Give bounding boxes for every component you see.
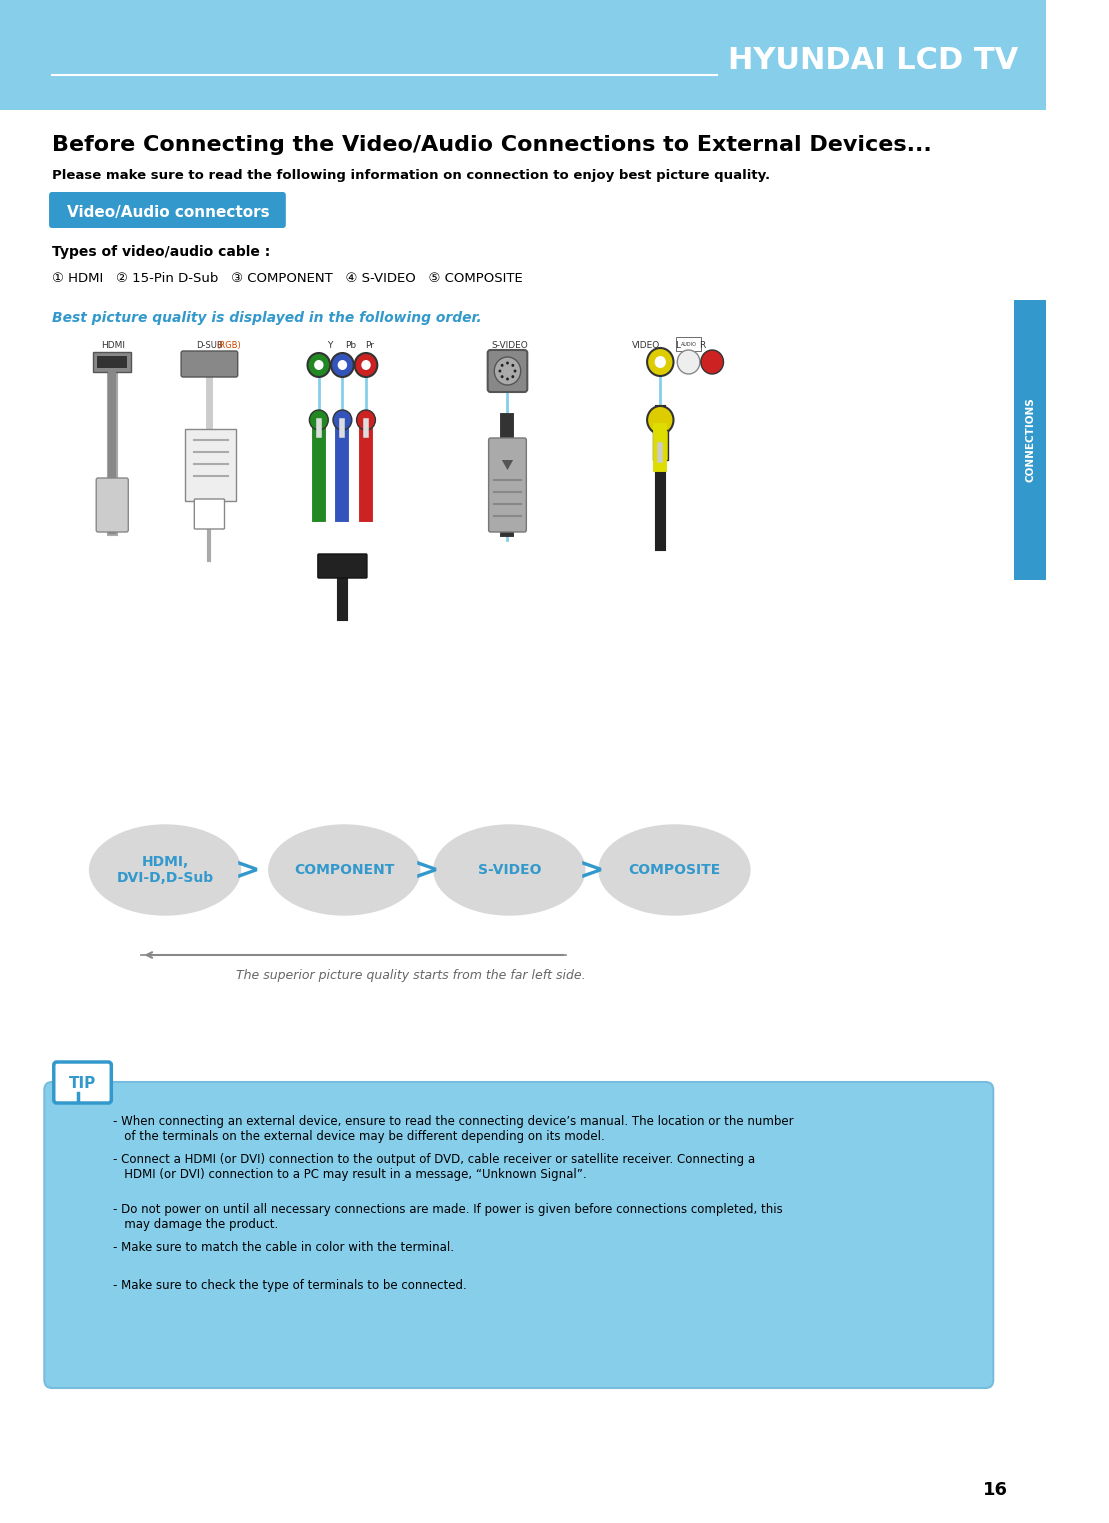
FancyBboxPatch shape <box>488 350 527 391</box>
Text: R: R <box>699 341 705 349</box>
Circle shape <box>501 375 503 378</box>
FancyBboxPatch shape <box>44 1081 994 1387</box>
FancyBboxPatch shape <box>489 439 527 532</box>
Circle shape <box>332 353 354 378</box>
FancyBboxPatch shape <box>1014 300 1046 580</box>
Circle shape <box>511 375 515 378</box>
Text: HYUNDAI LCD TV: HYUNDAI LCD TV <box>729 46 1019 75</box>
Text: - When connecting an external device, ensure to read the connecting device’s man: - When connecting an external device, en… <box>113 1115 794 1142</box>
FancyBboxPatch shape <box>185 429 236 501</box>
FancyBboxPatch shape <box>181 350 237 378</box>
Text: Please make sure to read the following information on connection to enjoy best p: Please make sure to read the following i… <box>52 169 770 181</box>
Circle shape <box>678 350 700 375</box>
Text: COMPOSITE: COMPOSITE <box>629 864 721 877</box>
Circle shape <box>499 370 501 373</box>
FancyBboxPatch shape <box>93 352 131 372</box>
FancyBboxPatch shape <box>653 429 668 460</box>
Text: Types of video/audio cable :: Types of video/audio cable : <box>52 245 271 259</box>
Text: S-VIDEO: S-VIDEO <box>491 341 528 349</box>
Text: AUDIO: AUDIO <box>681 341 696 347</box>
Text: Video/Audio connectors: Video/Audio connectors <box>67 204 269 219</box>
Ellipse shape <box>434 825 584 915</box>
Text: COMPONENT: COMPONENT <box>294 864 395 877</box>
Ellipse shape <box>90 825 241 915</box>
Circle shape <box>357 410 376 429</box>
Text: HDMI,
DVI-D,D-Sub: HDMI, DVI-D,D-Sub <box>116 854 214 885</box>
FancyBboxPatch shape <box>98 356 128 369</box>
Text: Best picture quality is displayed in the following order.: Best picture quality is displayed in the… <box>52 311 481 324</box>
FancyBboxPatch shape <box>96 478 129 532</box>
Circle shape <box>701 350 723 375</box>
Circle shape <box>495 356 521 385</box>
FancyBboxPatch shape <box>194 500 224 528</box>
Text: S-VIDEO: S-VIDEO <box>478 864 541 877</box>
Text: Before Connecting the Video/Audio Connections to External Devices...: Before Connecting the Video/Audio Connec… <box>52 136 932 155</box>
Circle shape <box>355 353 377 378</box>
Text: Y: Y <box>327 341 333 349</box>
Circle shape <box>647 347 673 376</box>
FancyBboxPatch shape <box>0 0 1046 110</box>
Text: VIDEO: VIDEO <box>632 341 660 349</box>
Text: - Do not power on until all necessary connections are made. If power is given be: - Do not power on until all necessary co… <box>113 1203 783 1231</box>
Text: TIP: TIP <box>69 1075 95 1090</box>
Text: Pr: Pr <box>365 341 374 349</box>
Text: Pb: Pb <box>345 341 356 349</box>
Text: ① HDMI   ② 15-Pin D-Sub   ③ COMPONENT   ④ S-VIDEO   ⑤ COMPOSITE: ① HDMI ② 15-Pin D-Sub ③ COMPONENT ④ S-VI… <box>52 271 522 285</box>
Circle shape <box>314 359 324 370</box>
Text: - Make sure to check the type of terminals to be connected.: - Make sure to check the type of termina… <box>113 1279 467 1292</box>
Ellipse shape <box>599 825 750 915</box>
Text: >: > <box>579 856 604 885</box>
Text: 16: 16 <box>983 1480 1008 1499</box>
Polygon shape <box>502 460 513 471</box>
Circle shape <box>501 364 503 367</box>
Text: (RGB): (RGB) <box>216 341 241 349</box>
Text: - Make sure to match the cable in color with the terminal.: - Make sure to match the cable in color … <box>113 1241 455 1253</box>
Circle shape <box>654 356 667 369</box>
Circle shape <box>513 370 517 373</box>
Circle shape <box>307 353 330 378</box>
FancyBboxPatch shape <box>49 192 286 228</box>
Circle shape <box>309 410 328 429</box>
Circle shape <box>647 407 673 434</box>
Circle shape <box>506 378 509 381</box>
FancyBboxPatch shape <box>318 554 367 579</box>
Text: D-SUB: D-SUB <box>196 341 223 349</box>
Circle shape <box>338 359 347 370</box>
Circle shape <box>333 410 352 429</box>
Text: HDMI: HDMI <box>101 341 125 349</box>
Circle shape <box>362 359 370 370</box>
Text: >: > <box>234 856 260 885</box>
Ellipse shape <box>268 825 420 915</box>
Circle shape <box>511 364 515 367</box>
Text: The superior picture quality starts from the far left side.: The superior picture quality starts from… <box>236 969 586 981</box>
Text: L: L <box>674 341 680 349</box>
FancyBboxPatch shape <box>53 1062 111 1103</box>
Circle shape <box>506 361 509 364</box>
Text: - Connect a HDMI (or DVI) connection to the output of DVD, cable receiver or sat: - Connect a HDMI (or DVI) connection to … <box>113 1153 755 1180</box>
Text: CONNECTIONS: CONNECTIONS <box>1025 398 1035 483</box>
Text: >: > <box>414 856 439 885</box>
